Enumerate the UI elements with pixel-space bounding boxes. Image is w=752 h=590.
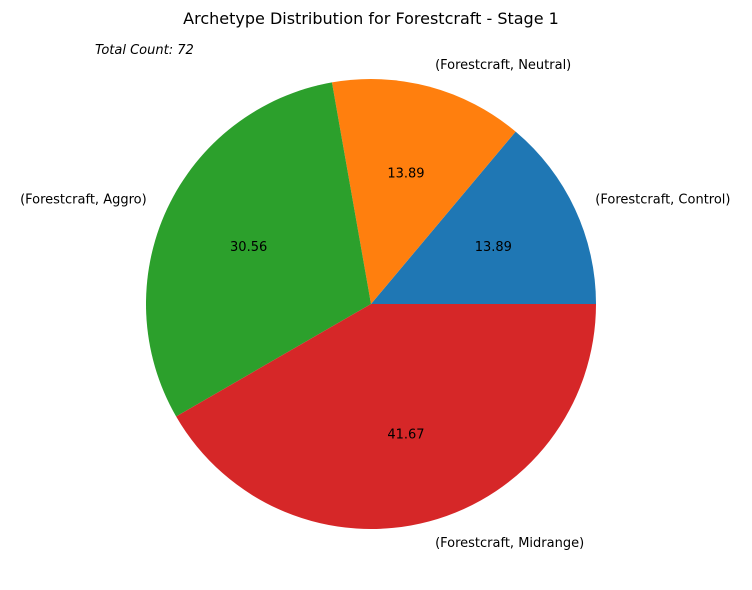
- total-count-annotation: Total Count: 72: [95, 43, 194, 58]
- pie-slice-label-1: (Forestcraft, Neutral): [435, 58, 571, 73]
- pie-slice-label-0: (Forestcraft, Control): [595, 192, 730, 207]
- pie-slice-percent-3: 41.67: [387, 427, 424, 442]
- pie-slice-3: [176, 304, 596, 530]
- pie-slice-0: [371, 131, 596, 304]
- pie-slices: [145, 78, 596, 530]
- pie-slice-percent-0: 13.89: [475, 240, 512, 255]
- pie-slice-label-2: (Forestcraft, Aggro): [20, 192, 147, 207]
- chart-title: Archetype Distribution for Forestcraft -…: [183, 9, 559, 28]
- pie-slice-label-3: (Forestcraft, Midrange): [435, 536, 584, 551]
- pie-slice-percent-2: 30.56: [230, 240, 267, 255]
- pie-slice-2: [145, 82, 371, 417]
- pie-slice-percent-1: 13.89: [387, 167, 424, 182]
- pie-slice-1: [331, 78, 516, 304]
- pie-labels: 13.89 (Forestcraft, Control) 13.89 (Forestc…: [20, 58, 730, 551]
